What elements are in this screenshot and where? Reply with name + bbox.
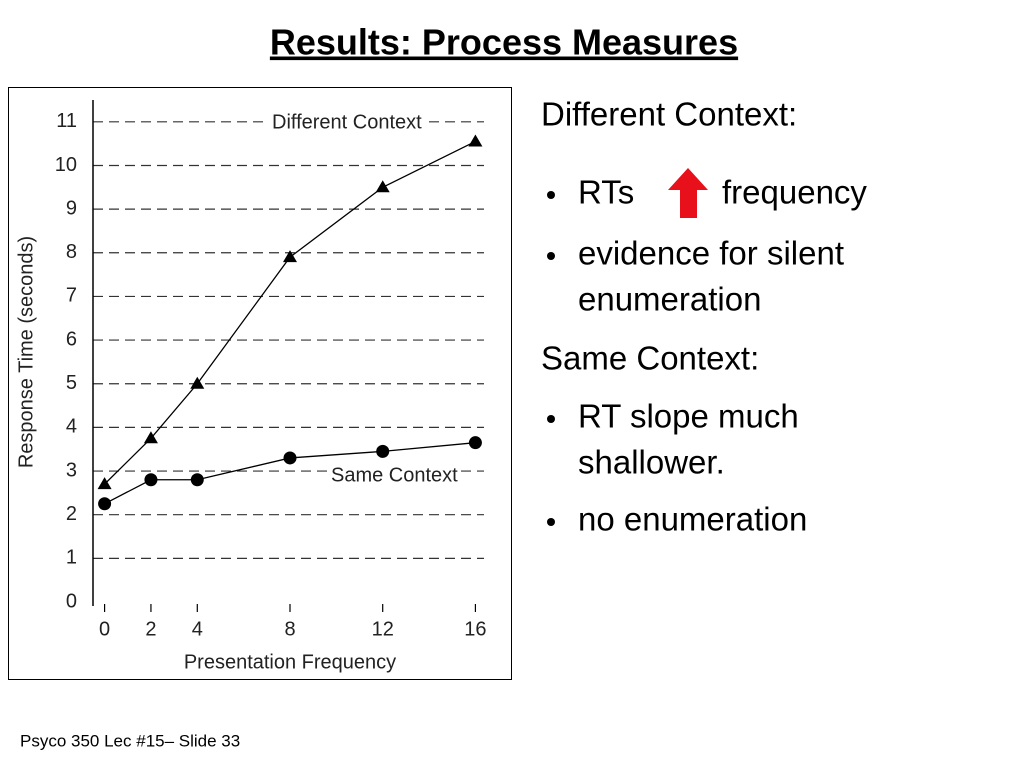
data-point [283, 451, 297, 465]
series-label: Different Context [272, 111, 422, 133]
y-tick-label: 3 [66, 459, 77, 481]
bullet [547, 191, 555, 199]
data-point [283, 250, 297, 263]
x-axis-label: Presentation Frequency [184, 651, 396, 673]
y-axis-label: Response Time (seconds) [15, 236, 37, 468]
y-tick-label: 4 [66, 416, 77, 438]
data-point [375, 180, 390, 193]
bullet [547, 518, 555, 526]
y-tick-label: 11 [56, 110, 77, 132]
up-arrow [668, 168, 708, 218]
y-tick-label: 1 [66, 547, 77, 569]
footer: Psyco 350 Lec #15– Slide 33 [20, 731, 240, 750]
slide-title: Results: Process Measures [270, 22, 738, 63]
x-tick-label: 8 [284, 618, 295, 640]
bullet [547, 415, 555, 423]
y-tick-label: 7 [66, 285, 77, 307]
bullet-text: evidence for silent [578, 235, 844, 272]
y-tick-label: 0 [66, 590, 77, 612]
series-line [104, 442, 476, 505]
data-point [98, 497, 112, 511]
data-point [190, 473, 204, 487]
bullet-text: RTs [578, 174, 634, 211]
bullet-text: enumeration [578, 281, 761, 318]
label-bg [269, 111, 425, 135]
x-tick-label: 0 [99, 618, 110, 640]
y-tick-label: 2 [66, 503, 77, 525]
y-tick-label: 9 [66, 197, 77, 219]
bullet [547, 252, 555, 260]
y-tick-label: 8 [66, 241, 77, 263]
x-tick-label: 12 [372, 618, 394, 640]
bullet-text: shallower. [578, 444, 725, 481]
heading: Different Context: [541, 96, 797, 133]
x-tick-label: 2 [145, 618, 156, 640]
data-point [144, 473, 158, 487]
series-label: Same Context [331, 464, 458, 486]
data-point [143, 431, 158, 444]
data-point [376, 444, 390, 458]
data-point [97, 477, 112, 490]
x-tick-label: 16 [464, 618, 486, 640]
y-tick-label: 6 [66, 328, 77, 350]
heading: Same Context: [541, 340, 759, 377]
series-line [104, 140, 476, 485]
data-point [468, 436, 482, 450]
label-bg [328, 464, 461, 488]
x-tick-label: 4 [192, 618, 203, 640]
data-point [190, 376, 205, 389]
y-tick-label: 5 [66, 372, 77, 394]
bullet-text: no enumeration [578, 501, 807, 538]
data-point [468, 134, 483, 147]
bullet-text: frequency [722, 174, 867, 211]
y-tick-label: 10 [55, 154, 77, 176]
bullet-text: RT slope much [578, 398, 799, 435]
